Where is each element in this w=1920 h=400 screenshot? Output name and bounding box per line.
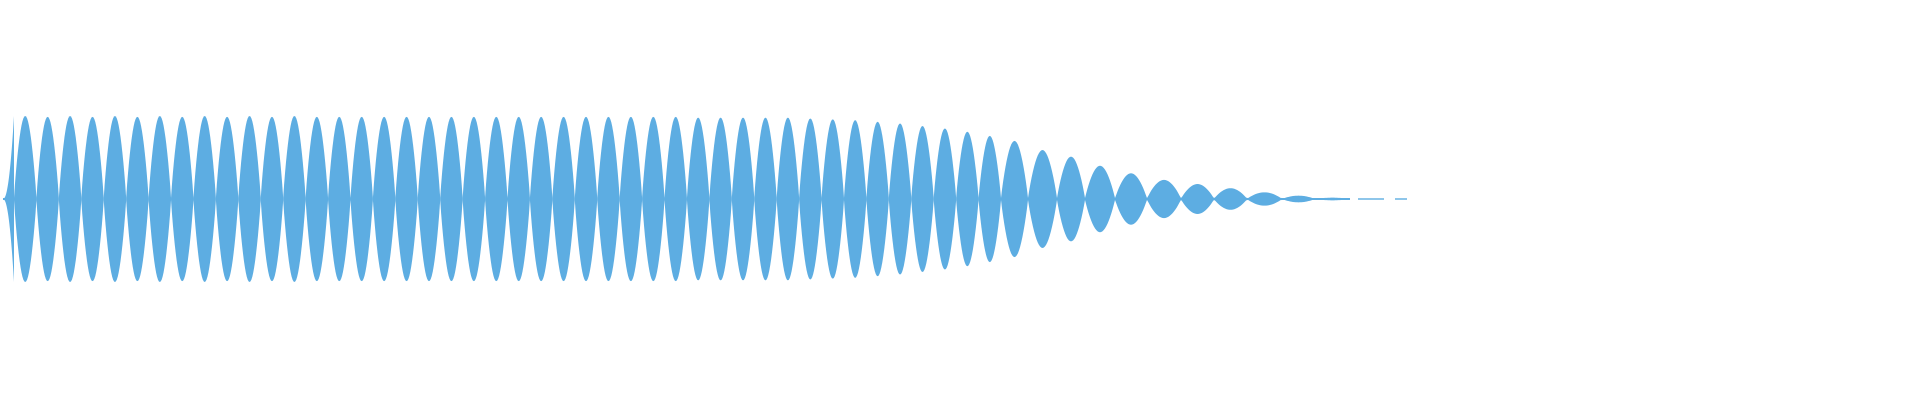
waveform-lobe: [1057, 156, 1085, 242]
waveform-lobe: [485, 116, 508, 282]
waveform-lobe: [821, 119, 844, 279]
waveform-lobe: [552, 116, 575, 282]
waveform-tail-segment: [1395, 198, 1407, 200]
waveform-lobe: [462, 116, 486, 282]
waveform-lobe: [888, 123, 912, 275]
waveform-attack: [3, 116, 14, 282]
waveform-lobe: [507, 116, 530, 282]
waveform-lobe: [283, 116, 306, 282]
waveform-lobe: [417, 116, 441, 282]
waveform-lobe: [171, 116, 194, 282]
waveform-lobe: [642, 116, 665, 282]
waveform-lobe: [328, 116, 351, 282]
waveform-lobe: [103, 116, 127, 282]
waveform-lobe: [1085, 165, 1115, 233]
waveform-lobe: [372, 116, 396, 282]
waveform-tail-segment: [1358, 198, 1384, 200]
waveform-lobe: [1247, 192, 1282, 206]
waveform-lobe: [14, 116, 37, 282]
waveform-lobe: [238, 116, 261, 282]
waveform-lobe: [731, 117, 755, 281]
waveform-lobe: [1147, 179, 1181, 219]
waveform-lobe: [1028, 150, 1057, 248]
waveform-lobe: [709, 117, 732, 281]
waveform-lobe: [305, 116, 329, 282]
waveform-lobe: [58, 116, 82, 282]
waveform-lobe: [933, 128, 957, 270]
waveform-lobe: [1181, 184, 1214, 214]
waveform-lobe: [1115, 173, 1147, 225]
waveform-lobe: [664, 116, 687, 282]
waveform-lobe: [529, 116, 553, 282]
waveform-lobe: [597, 116, 620, 282]
waveform-lobe: [126, 116, 149, 282]
waveform-lobe: [193, 116, 216, 282]
waveform-lobe: [1282, 195, 1315, 203]
waveform-lobe: [1214, 188, 1247, 210]
waveform-lobe: [350, 116, 373, 282]
waveform-lobe: [395, 116, 418, 282]
waveform-lobe: [956, 131, 979, 267]
waveform-lobe: [260, 116, 284, 282]
waveform-lobe: [619, 116, 643, 282]
waveform-lobe: [866, 121, 889, 277]
waveform-lobe: [215, 116, 239, 282]
waveform-lobe: [574, 116, 598, 282]
waveform-lobe: [911, 125, 934, 273]
waveform-lobe: [36, 116, 59, 282]
waveform-lobe: [686, 117, 710, 281]
waveform-lobe: [799, 118, 822, 280]
waveform-lobe: [1315, 197, 1350, 201]
waveform-lobe: [978, 135, 1001, 263]
waveform-lobe: [1001, 140, 1028, 258]
waveform-lobe: [81, 116, 104, 282]
waveform-lobe: [754, 117, 777, 281]
waveform-lobe: [776, 117, 800, 281]
waveform-lobe: [148, 116, 172, 282]
waveform-lobe: [440, 116, 463, 282]
waveform-lobe: [843, 120, 867, 278]
